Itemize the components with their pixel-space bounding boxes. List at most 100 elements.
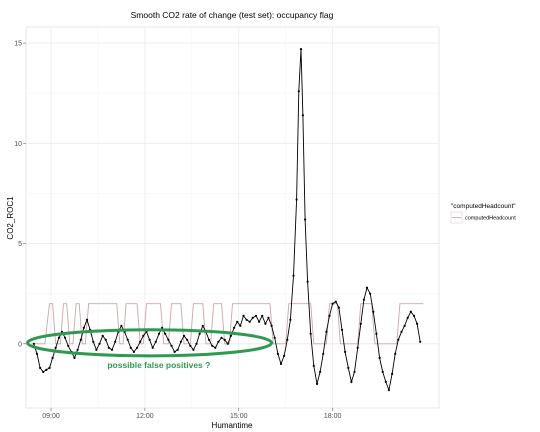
- annotation-text: possible false positives ?: [107, 360, 210, 370]
- data-point: [273, 336, 276, 339]
- x-tick-label: 15:00: [230, 413, 248, 420]
- data-point: [384, 380, 387, 383]
- data-point: [419, 340, 422, 343]
- data-point: [170, 344, 173, 347]
- data-point: [42, 370, 45, 373]
- data-point: [64, 336, 67, 339]
- data-point: [334, 300, 337, 303]
- series-line-co2-roc: [33, 49, 421, 392]
- data-point: [233, 326, 236, 329]
- data-point: [207, 338, 211, 341]
- y-tick-label: 10: [14, 141, 22, 148]
- data-point: [295, 198, 298, 201]
- data-point: [391, 372, 394, 375]
- data-point: [387, 388, 390, 392]
- legend-title: "computedHeadcount": [451, 203, 516, 210]
- data-point: [251, 316, 254, 319]
- data-point: [92, 340, 95, 343]
- data-point: [261, 314, 264, 317]
- data-point: [304, 218, 307, 221]
- chart-title: Smooth CO2 rate of change (test set): oc…: [131, 10, 334, 20]
- data-point: [322, 352, 325, 355]
- y-tick-label: 5: [18, 241, 22, 248]
- data-point: [242, 314, 245, 317]
- x-axis: 09:00 12:00 15:00 18:00: [42, 408, 341, 420]
- data-point: [286, 338, 289, 341]
- data-point: [372, 310, 375, 313]
- data-point: [182, 334, 186, 337]
- data-point: [176, 348, 179, 351]
- y-tick-label: 0: [18, 341, 22, 348]
- data-point: [139, 340, 142, 343]
- data-point: [132, 350, 135, 353]
- data-point: [226, 342, 229, 345]
- data-point: [331, 302, 334, 305]
- data-point: [229, 334, 232, 337]
- data-point: [315, 382, 319, 385]
- data-point: [101, 334, 104, 337]
- data-point: [173, 350, 176, 353]
- data-point: [161, 326, 164, 329]
- x-tick-label: 09:00: [42, 413, 60, 420]
- x-tick-label: 18:00: [324, 413, 342, 420]
- data-point: [312, 364, 315, 367]
- data-point: [126, 338, 129, 341]
- y-axis: 0 5 10 15: [14, 41, 26, 348]
- data-point: [76, 348, 79, 351]
- data-point: [79, 338, 82, 341]
- data-point: [297, 90, 300, 93]
- data-point: [104, 338, 107, 341]
- data-point: [416, 322, 419, 325]
- data-point: [217, 340, 220, 343]
- data-point: [35, 352, 39, 355]
- data-point: [254, 314, 258, 317]
- data-point: [236, 320, 239, 323]
- data-point: [95, 348, 98, 351]
- data-point: [179, 340, 182, 343]
- data-point: [148, 338, 151, 341]
- x-tick-label: 12:00: [136, 413, 154, 420]
- data-point: [82, 326, 85, 329]
- series-line-occupancy-flag: [33, 303, 424, 345]
- x-axis-title: Humantime: [212, 421, 253, 430]
- data-point: [381, 370, 384, 373]
- y-tick-label: 15: [14, 41, 22, 48]
- data-point: [189, 344, 192, 347]
- data-point: [220, 336, 223, 339]
- data-point: [151, 346, 154, 349]
- data-point: [167, 338, 170, 341]
- data-point: [279, 362, 283, 365]
- data-point: [378, 356, 381, 359]
- plot-panel: [25, 26, 440, 409]
- data-point: [198, 332, 201, 335]
- data-point: [73, 356, 76, 359]
- data-point: [45, 368, 48, 371]
- data-point: [276, 352, 279, 355]
- data-point: [403, 324, 406, 327]
- data-point: [394, 352, 397, 355]
- data-point: [239, 324, 242, 327]
- data-point: [270, 324, 273, 327]
- data-point: [412, 314, 416, 317]
- data-point: [192, 348, 195, 351]
- data-point: [299, 48, 303, 51]
- data-point: [186, 338, 189, 341]
- data-point: [54, 346, 57, 349]
- data-point: [245, 318, 248, 321]
- data-point: [57, 336, 61, 339]
- data-point: [409, 310, 412, 313]
- data-point: [85, 318, 89, 321]
- data-point: [258, 320, 261, 323]
- data-point: [223, 338, 226, 341]
- data-point: [164, 332, 167, 335]
- legend: "computedHeadcount" computedHeadcount: [450, 203, 516, 224]
- data-point: [39, 366, 42, 369]
- data-point: [289, 318, 292, 321]
- data-point: [328, 314, 331, 317]
- data-point: [325, 330, 328, 333]
- data-point: [98, 342, 101, 345]
- data-point: [356, 346, 359, 349]
- data-point: [309, 332, 312, 335]
- data-point: [350, 380, 353, 383]
- data-point: [353, 370, 356, 373]
